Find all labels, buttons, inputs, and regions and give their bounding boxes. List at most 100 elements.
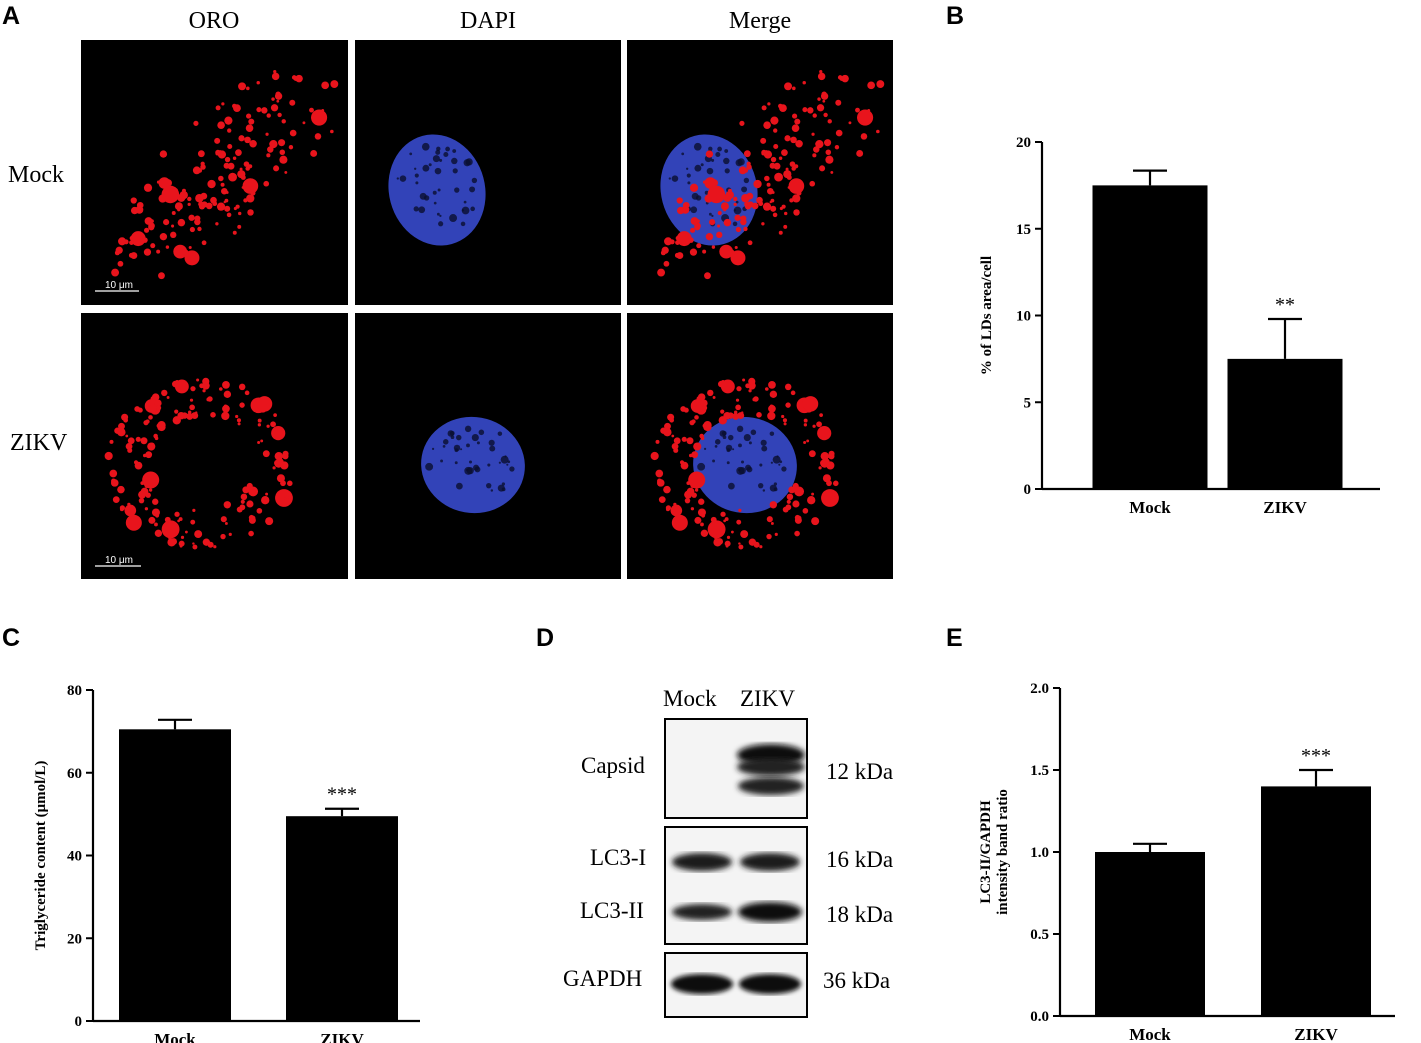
lipid-droplet: [766, 533, 772, 540]
lipid-droplet: [289, 99, 296, 106]
lipid-droplet: [223, 162, 230, 169]
lipid-droplet: [784, 383, 792, 391]
lipid-droplet: [809, 180, 816, 187]
nucleus-texture: [506, 463, 509, 466]
lipid-droplet: [314, 133, 322, 140]
lipid-droplet: [156, 249, 161, 254]
lipid-droplet: [786, 499, 791, 504]
nucleus-texture: [681, 152, 685, 156]
nucleus-texture: [428, 163, 432, 167]
lipid-droplet: [166, 396, 170, 399]
lipid-droplet: [807, 107, 814, 114]
nucleus-texture: [461, 206, 470, 215]
lipid-droplet: [244, 136, 251, 144]
lipid-droplet: [154, 522, 158, 527]
lipid-droplet: [271, 97, 275, 101]
lipid-droplet: [321, 81, 329, 90]
y-tick-label: 80: [67, 683, 82, 699]
lipid-droplet: [767, 411, 776, 421]
nucleus-texture: [762, 489, 766, 492]
lipid-droplet: [811, 517, 820, 526]
lipid-droplet: [274, 451, 283, 461]
nucleus-texture: [668, 177, 671, 180]
lipid-droplet: [731, 530, 734, 534]
lipid-droplet: [177, 519, 180, 523]
nucleus-texture: [758, 482, 764, 489]
lipid-droplet: [827, 119, 832, 124]
nucleus-texture: [772, 455, 781, 464]
nucleus-texture: [454, 461, 458, 465]
lipid-droplet: [824, 139, 832, 147]
nucleus-texture: [486, 482, 492, 489]
nucleus-texture: [686, 167, 689, 170]
lipid-droplet: [718, 416, 727, 425]
lipid-droplet: [707, 389, 714, 397]
y-tick-label: 2.0: [1030, 681, 1049, 697]
lipid-droplet: [700, 522, 704, 527]
lipid-droplet: [190, 519, 196, 525]
lipid-droplet: [158, 177, 171, 189]
lipid-droplet: [235, 414, 239, 419]
lipid-droplet: [802, 80, 806, 85]
lipid-droplet: [200, 164, 206, 170]
nucleus-texture: [700, 163, 704, 167]
nucleus-texture: [750, 429, 757, 436]
lipid-droplet: [819, 413, 823, 417]
lipid-droplet: [694, 488, 699, 492]
lipid-droplet: [856, 149, 864, 157]
lipid-droplet: [764, 387, 769, 391]
lipid-droplet: [274, 461, 281, 468]
lipid-droplet: [249, 139, 257, 148]
category-label: Mock: [1129, 498, 1171, 517]
nucleus-texture: [779, 460, 783, 464]
lipid-droplet: [190, 386, 196, 392]
nucleus-texture: [413, 206, 419, 212]
lipid-droplet: [697, 393, 706, 401]
lipid-droplet: [763, 121, 771, 129]
lipid-droplet: [773, 128, 778, 133]
lipid-droplet: [197, 150, 205, 158]
lipid-droplet: [256, 80, 260, 85]
lipid-droplet: [150, 243, 156, 249]
nucleus-texture: [724, 149, 729, 153]
nucleus-texture: [432, 190, 437, 195]
lipid-droplet: [140, 437, 148, 445]
nucleus-texture: [447, 430, 455, 437]
lipid-droplet: [266, 113, 271, 118]
lipid-droplet: [262, 450, 270, 458]
lipid-droplet: [820, 461, 827, 468]
nucleus-texture: [776, 455, 779, 458]
lipid-droplet: [733, 410, 738, 414]
lipid-droplet: [210, 412, 216, 418]
nucleus-texture: [449, 214, 458, 222]
lipid-droplet: [820, 92, 829, 100]
lipid-droplet: [140, 481, 145, 485]
lipid-droplet: [723, 519, 726, 523]
nucleus-texture: [781, 466, 787, 472]
lipid-droplet: [218, 387, 223, 391]
lipid-droplet: [794, 486, 805, 497]
significance-marker: ***: [1301, 745, 1331, 767]
lipid-droplet: [703, 421, 712, 430]
lipid-droplet: [142, 471, 160, 489]
nucleus-texture: [414, 173, 419, 178]
bar-mock: [1092, 185, 1208, 489]
lipid-droplet: [803, 423, 808, 427]
nucleus-texture: [464, 425, 472, 433]
lipid-droplet: [738, 542, 741, 545]
lipid-droplet: [670, 504, 683, 517]
lipid-droplet: [277, 112, 282, 118]
lipid-droplet: [720, 511, 726, 517]
micrograph-mock-dapi: [355, 40, 621, 305]
lipid-droplet: [188, 245, 192, 250]
lipid-droplet: [720, 409, 725, 414]
lipid-droplet: [235, 204, 240, 209]
nucleus-texture: [469, 460, 473, 464]
lipid-droplet: [815, 140, 824, 149]
lipid-droplet: [829, 497, 833, 500]
lipid-droplet: [269, 140, 278, 149]
lipid-droplet: [657, 478, 662, 484]
lipid-droplet: [675, 240, 680, 245]
lipid-droplet: [684, 497, 691, 504]
nucleus-texture: [711, 214, 714, 217]
